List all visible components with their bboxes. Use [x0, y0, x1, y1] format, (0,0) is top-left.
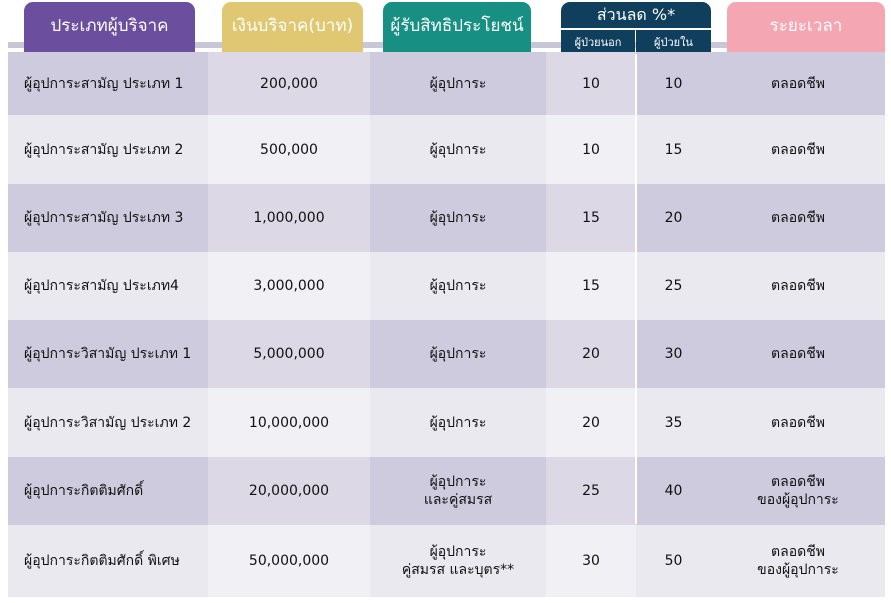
cell-category: ผู้อุปการะวิสามัญ ประเภท 2 — [8, 388, 208, 457]
table-row: ผู้อุปการะกิตติมศักดิ์ พิเศษ 50,000,000 ผู… — [8, 525, 885, 597]
header-discount: ส่วนลด %* — [561, 2, 711, 28]
cell-category: ผู้อุปการะสามัญ ประเภท 2 — [8, 115, 208, 184]
cell-duration-line: ของผู้อุปการะ — [757, 562, 839, 578]
column-divider — [635, 54, 637, 524]
cell-beneficiary: ผู้อุปการะ — [370, 252, 546, 320]
cell-inpatient: 25 — [636, 252, 711, 320]
cell-duration-line: ตลอดชีพ — [771, 75, 825, 92]
cell-beneficiary-line: ผู้อุปการะ — [429, 210, 487, 226]
cell-outpatient: 25 — [546, 457, 636, 525]
cell-beneficiary: ผู้อุปการะ — [370, 388, 546, 457]
cell-outpatient: 30 — [546, 525, 636, 597]
cell-donation: 5,000,000 — [208, 320, 370, 388]
cell-duration: ตลอดชีพ — [711, 184, 885, 252]
header-duration: ระยะเวลา — [727, 2, 885, 52]
table-row: ผู้อุปการะสามัญ ประเภท 3 1,000,000 ผู้อุปก… — [8, 184, 885, 252]
table-row: ผู้อุปการะกิตติมศักดิ์ 20,000,000 ผู้อุปกา… — [8, 457, 885, 525]
cell-duration-line: ตลอดชีพ — [771, 346, 825, 362]
header-donation: เงินบริจาค(บาท) — [222, 2, 363, 52]
cell-duration: ตลอดชีพ — [711, 252, 885, 320]
table-row: ผู้อุปการะสามัญ ประเภท4 3,000,000 ผู้อุปกา… — [8, 252, 885, 320]
cell-duration-line: ตลอดชีพ — [771, 474, 825, 490]
header-inpatient: ผู้ป่วยใน — [636, 30, 711, 54]
cell-donation: 500,000 — [208, 115, 370, 184]
donor-benefits-table: ประเภทผู้บริจาค เงินบริจาค(บาท) ผู้รับสิ… — [8, 0, 885, 603]
header-beneficiary: ผู้รับสิทธิประโยชน์ — [383, 2, 531, 52]
cell-duration-line: ตลอดชีพ — [771, 278, 825, 294]
cell-outpatient: 20 — [546, 320, 636, 388]
cell-beneficiary: ผู้อุปการะ — [370, 184, 546, 252]
cell-outpatient: 10 — [546, 115, 636, 184]
cell-beneficiary-line: ผู้อุปการะ — [429, 75, 487, 92]
cell-inpatient: 10 — [636, 52, 711, 115]
cell-beneficiary-line: ผู้อุปการะ — [429, 544, 487, 560]
cell-beneficiary: ผู้อุปการะคู่สมรส และบุตร** — [370, 525, 546, 597]
cell-outpatient: 20 — [546, 388, 636, 457]
cell-donation: 1,000,000 — [208, 184, 370, 252]
cell-duration-line: ของผู้อุปการะ — [757, 492, 839, 508]
cell-inpatient: 35 — [636, 388, 711, 457]
cell-beneficiary-line: ผู้อุปการะ — [429, 278, 487, 294]
cell-beneficiary-line: ผู้อุปการะ — [429, 414, 487, 431]
cell-donation: 20,000,000 — [208, 457, 370, 525]
table-row: ผู้อุปการะวิสามัญ ประเภท 2 10,000,000 ผู้อ… — [8, 388, 885, 457]
cell-beneficiary-line: ผู้อุปการะ — [429, 474, 487, 490]
cell-outpatient: 15 — [546, 184, 636, 252]
header-outpatient: ผู้ป่วยนอก — [561, 30, 635, 54]
cell-beneficiary-line: ผู้อุปการะ — [429, 141, 487, 158]
cell-category: ผู้อุปการะสามัญ ประเภท 1 — [8, 52, 208, 115]
cell-duration: ตลอดชีพ — [711, 52, 885, 115]
cell-duration-line: ตลอดชีพ — [771, 544, 825, 560]
cell-outpatient: 15 — [546, 252, 636, 320]
cell-category: ผู้อุปการะกิตติมศักดิ์ พิเศษ — [8, 525, 208, 597]
cell-category: ผู้อุปการะสามัญ ประเภท 3 — [8, 184, 208, 252]
cell-beneficiary-line: และคู่สมรส — [423, 492, 493, 508]
cell-duration: ตลอดชีพของผู้อุปการะ — [711, 457, 885, 525]
cell-inpatient: 15 — [636, 115, 711, 184]
cell-inpatient: 30 — [636, 320, 711, 388]
cell-donation: 3,000,000 — [208, 252, 370, 320]
cell-beneficiary-line: ผู้อุปการะ — [429, 346, 487, 362]
table-row: ผู้อุปการะสามัญ ประเภท 2 500,000 ผู้อุปการ… — [8, 115, 885, 184]
cell-beneficiary: ผู้อุปการะ — [370, 320, 546, 388]
cell-duration: ตลอดชีพ — [711, 115, 885, 184]
cell-duration-line: ตลอดชีพ — [771, 141, 825, 158]
cell-beneficiary: ผู้อุปการะและคู่สมรส — [370, 457, 546, 525]
cell-duration: ตลอดชีพของผู้อุปการะ — [711, 525, 885, 597]
cell-duration-line: ตลอดชีพ — [771, 210, 825, 226]
cell-donation: 200,000 — [208, 52, 370, 115]
cell-donation: 10,000,000 — [208, 388, 370, 457]
cell-beneficiary: ผู้อุปการะ — [370, 52, 546, 115]
header-category: ประเภทผู้บริจาค — [24, 2, 195, 52]
cell-beneficiary: ผู้อุปการะ — [370, 115, 546, 184]
cell-duration-line: ตลอดชีพ — [771, 414, 825, 431]
cell-duration: ตลอดชีพ — [711, 388, 885, 457]
table-row: ผู้อุปการะวิสามัญ ประเภท 1 5,000,000 ผู้อุ… — [8, 320, 885, 388]
cell-inpatient: 40 — [636, 457, 711, 525]
cell-donation: 50,000,000 — [208, 525, 370, 597]
cell-category: ผู้อุปการะกิตติมศักดิ์ — [8, 457, 208, 525]
cell-inpatient: 20 — [636, 184, 711, 252]
cell-category: ผู้อุปการะสามัญ ประเภท4 — [8, 252, 208, 320]
cell-outpatient: 10 — [546, 52, 636, 115]
cell-duration: ตลอดชีพ — [711, 320, 885, 388]
cell-beneficiary-line: คู่สมรส และบุตร** — [401, 562, 515, 578]
cell-category: ผู้อุปการะวิสามัญ ประเภท 1 — [8, 320, 208, 388]
table-row: ผู้อุปการะสามัญ ประเภท 1 200,000 ผู้อุปการ… — [8, 52, 885, 115]
cell-inpatient: 50 — [636, 525, 711, 597]
